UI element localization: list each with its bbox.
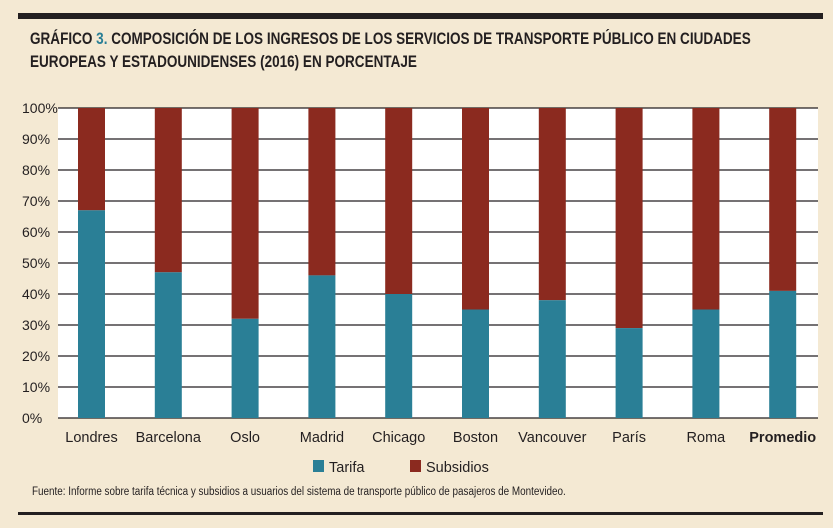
bar-subsidios: [692, 108, 720, 310]
title-line-1: GRÁFICO 3. COMPOSICIÓN DE LOS INGRESOS D…: [30, 28, 751, 51]
y-tick-label: 30%: [22, 317, 50, 333]
y-tick-label: 40%: [22, 286, 50, 302]
bottom-rule: [18, 512, 823, 515]
bar-tarifa: [231, 318, 259, 418]
x-tick-label: París: [612, 430, 646, 446]
title-prefix: GRÁFICO: [30, 30, 93, 48]
x-tick-label: Vancouver: [518, 430, 586, 446]
x-tick-label: Oslo: [230, 430, 260, 446]
bar-tarifa: [308, 275, 336, 418]
y-tick-label: 80%: [22, 162, 50, 178]
y-tick-label: 0%: [22, 410, 42, 426]
x-tick-label: Roma: [687, 430, 727, 446]
bar-tarifa: [692, 309, 720, 418]
bar-subsidios: [538, 108, 566, 301]
bar-subsidios: [385, 108, 413, 294]
title-text-line-1: COMPOSICIÓN DE LOS INGRESOS DE LOS SERVI…: [111, 30, 751, 48]
top-rule: [18, 13, 823, 19]
bar-subsidios: [78, 108, 105, 211]
bar-tarifa: [615, 328, 643, 418]
bar-subsidios: [231, 108, 259, 319]
y-tick-label: 100%: [22, 100, 58, 116]
y-tick-label: 70%: [22, 193, 50, 209]
x-tick-label: Boston: [453, 430, 498, 446]
bar-subsidios: [308, 108, 336, 276]
title-number: 3.: [96, 30, 108, 48]
bar-subsidios: [769, 108, 797, 291]
legend-label: Subsidios: [426, 460, 489, 476]
y-tick-label: 50%: [22, 255, 50, 271]
legend-swatch: [313, 460, 324, 472]
chart-title: GRÁFICO 3. COMPOSICIÓN DE LOS INGRESOS D…: [30, 28, 751, 74]
bar-subsidios: [462, 108, 489, 310]
bar-tarifa: [769, 290, 797, 418]
y-tick-label: 60%: [22, 224, 50, 240]
y-tick-label: 90%: [22, 131, 50, 147]
bar-subsidios: [615, 108, 643, 329]
y-tick-label: 20%: [22, 348, 50, 364]
bar-subsidios: [154, 108, 182, 273]
bar-tarifa: [462, 309, 489, 418]
bar-tarifa: [154, 272, 182, 418]
x-tick-label: Barcelona: [136, 430, 202, 446]
legend-swatch: [410, 460, 421, 472]
bar-tarifa: [78, 210, 105, 418]
title-text-line-2: EUROPEAS Y ESTADOUNIDENSES (2016) EN POR…: [30, 53, 417, 71]
y-tick-label: 10%: [22, 379, 50, 395]
x-tick-label: Londres: [65, 430, 117, 446]
x-tick-label: Chicago: [372, 430, 425, 446]
x-tick-label: Promedio: [749, 430, 816, 446]
source-note: Fuente: Informe sobre tarifa técnica y s…: [32, 486, 566, 498]
bar-tarifa: [385, 294, 413, 418]
legend-label: Tarifa: [329, 460, 365, 476]
bar-tarifa: [538, 300, 566, 418]
x-tick-label: Madrid: [300, 430, 344, 446]
